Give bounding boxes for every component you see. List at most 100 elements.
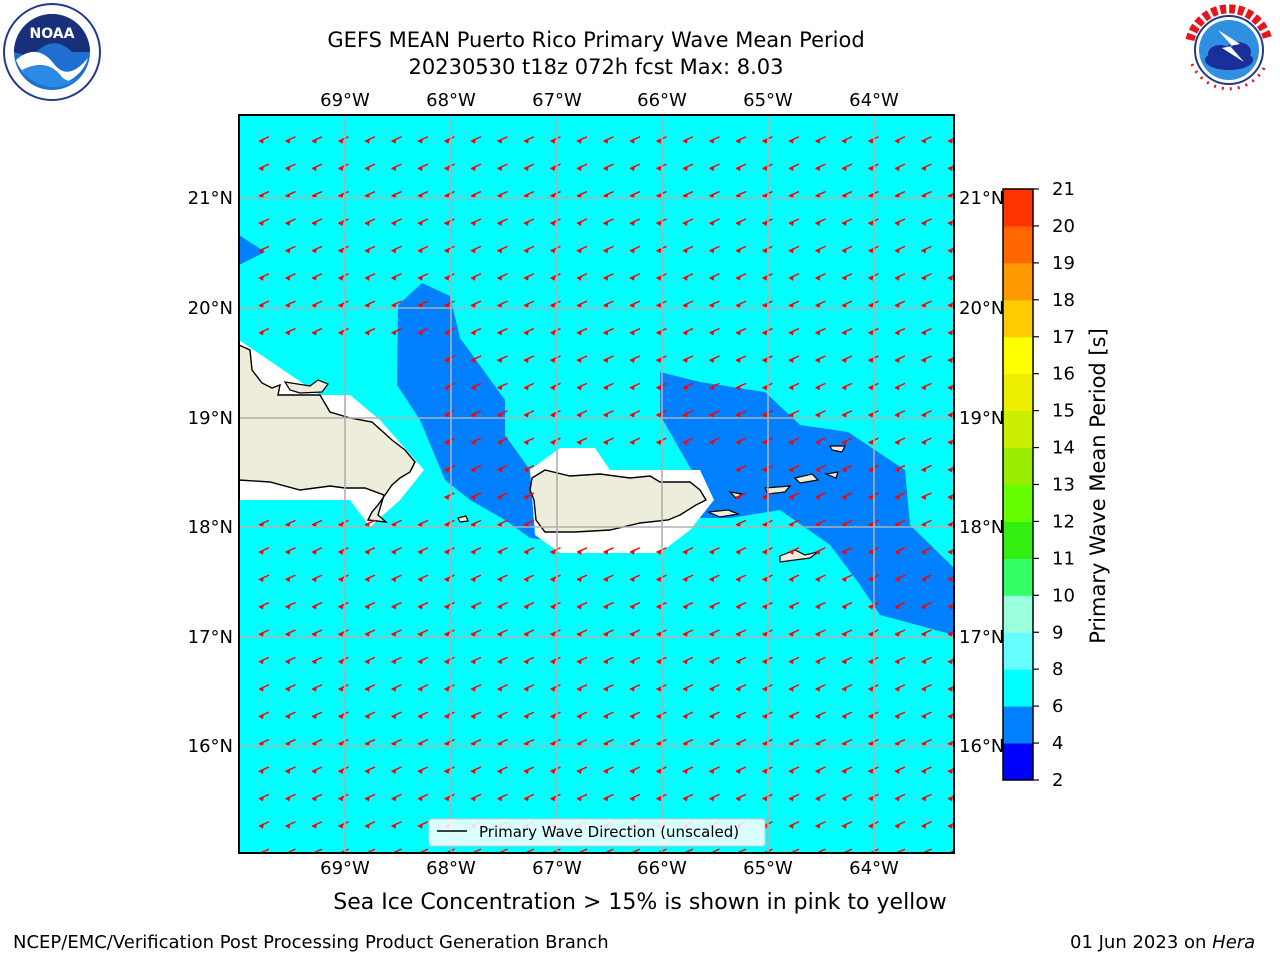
- wave-arrow-head: [894, 494, 900, 500]
- wave-arrow-head: [603, 384, 609, 391]
- wave-arrow-head: [497, 384, 503, 391]
- wave-arrow-head: [576, 631, 582, 637]
- wave-arrow-head: [338, 330, 344, 336]
- wave-arrow-head: [788, 439, 794, 446]
- wave-arrow-head: [258, 713, 264, 720]
- wave-arrow-head: [921, 713, 927, 720]
- wave-arrow-head: [497, 768, 503, 774]
- wave-arrow-head: [815, 330, 821, 336]
- wave-arrow-head: [523, 357, 529, 363]
- hispaniola-north-islet: [283, 379, 329, 394]
- wave-arrow-head: [550, 220, 556, 226]
- wave-arrow-head: [311, 330, 317, 336]
- wave-arrow-head: [894, 165, 900, 172]
- wave-arrow-head: [391, 330, 397, 336]
- wave-arrow-head: [682, 658, 688, 665]
- wave-arrow-head: [391, 193, 397, 199]
- wave-arrow-head: [921, 467, 927, 473]
- wave-arrow-head: [550, 247, 556, 254]
- wave-arrow-head: [364, 768, 370, 774]
- wave-arrow-head: [682, 357, 688, 363]
- wave-arrow-head: [894, 412, 900, 418]
- wave-arrow-head: [709, 412, 715, 418]
- wave-arrow-head: [550, 576, 556, 583]
- wave-arrow-head: [868, 549, 874, 555]
- wave-arrow-head: [947, 330, 953, 336]
- wave-arrow-head: [629, 138, 635, 144]
- wave-arrow-head: [364, 193, 370, 199]
- wave-arrow-head: [894, 631, 900, 637]
- wave-arrow-head: [762, 330, 768, 336]
- sea-ice-note-text: Sea Ice Concentration > 15% is shown in …: [333, 890, 947, 915]
- wave-arrow-head: [470, 302, 476, 309]
- wave-arrow-head: [444, 713, 450, 720]
- wave-arrow-head: [947, 521, 953, 528]
- wave-arrow-head: [921, 275, 927, 281]
- wave-arrow-head: [523, 439, 529, 446]
- wave-arrow-head: [709, 302, 715, 309]
- wave-arrow-head: [682, 330, 688, 336]
- wave-arrow-head: [550, 330, 556, 336]
- wave-arrow-head: [815, 795, 821, 802]
- wave-arrow-head: [285, 576, 291, 583]
- wave-arrow-head: [629, 220, 635, 226]
- wave-arrow-head: [470, 357, 476, 363]
- colorbar-tick-label: 12: [1052, 511, 1075, 532]
- wave-arrow-head: [444, 275, 450, 281]
- wave-arrow-head: [656, 247, 662, 254]
- wave-arrow-head: [391, 658, 397, 665]
- wave-arrow-head: [258, 768, 264, 774]
- wave-arrow-head: [868, 823, 874, 829]
- wave-arrow-head: [682, 220, 688, 226]
- wave-arrow-head: [258, 138, 264, 144]
- wave-arrow-head: [709, 713, 715, 720]
- lon-label-top: 68°W: [426, 90, 476, 111]
- wave-arrow-head: [788, 631, 794, 637]
- colorbar-tick-label: 16: [1052, 364, 1075, 385]
- wave-arrow-head: [311, 631, 317, 637]
- colorbar-segment: [1003, 373, 1033, 412]
- lat-label-right: 17°N: [959, 627, 1004, 648]
- wave-arrow-head: [921, 330, 927, 336]
- wave-arrow-head: [603, 412, 609, 418]
- wave-arrow-head: [682, 275, 688, 281]
- wave-arrow-head: [947, 604, 953, 610]
- wave-arrow-head: [417, 220, 423, 226]
- wave-arrow-head: [603, 330, 609, 336]
- wave-arrow-head: [815, 686, 821, 692]
- wave-arrow-head: [921, 576, 927, 583]
- wave-arrow-head: [629, 439, 635, 446]
- wave-arrow-head: [947, 138, 953, 144]
- wave-arrow-head: [868, 713, 874, 720]
- wave-arrow-head: [894, 823, 900, 829]
- wave-arrow-head: [364, 631, 370, 637]
- wave-arrow-head: [735, 220, 741, 226]
- wave-arrow-head: [815, 604, 821, 610]
- wave-arrow-head: [523, 768, 529, 774]
- wave-arrow-head: [656, 412, 662, 418]
- wave-arrow-head: [391, 768, 397, 774]
- wave-arrow-head: [788, 604, 794, 610]
- wave-arrow-head: [523, 494, 529, 500]
- wave-arrow-head: [762, 604, 768, 610]
- wave-arrow-head: [629, 658, 635, 665]
- wave-arrow-head: [947, 384, 953, 391]
- wave-arrow-head: [497, 658, 503, 665]
- wave-arrow-head: [444, 247, 450, 254]
- wave-arrow-head: [735, 193, 741, 199]
- wave-arrow-head: [947, 741, 953, 747]
- mona-island: [457, 515, 469, 523]
- wave-arrow-head: [868, 521, 874, 528]
- wave-arrow-head: [391, 521, 397, 528]
- wave-arrow-head: [285, 165, 291, 172]
- wave-arrow-head: [364, 220, 370, 226]
- wave-arrow-head: [629, 165, 635, 172]
- colorbar-tick-label: 21: [1052, 179, 1075, 200]
- wave-arrow-head: [868, 631, 874, 637]
- wave-arrow-head: [364, 686, 370, 692]
- wave-arrow-head: [470, 658, 476, 665]
- wave-arrow-head: [523, 467, 529, 473]
- wave-arrow-head: [311, 658, 317, 665]
- wave-arrow-head: [815, 275, 821, 281]
- wave-arrow-head: [841, 357, 847, 363]
